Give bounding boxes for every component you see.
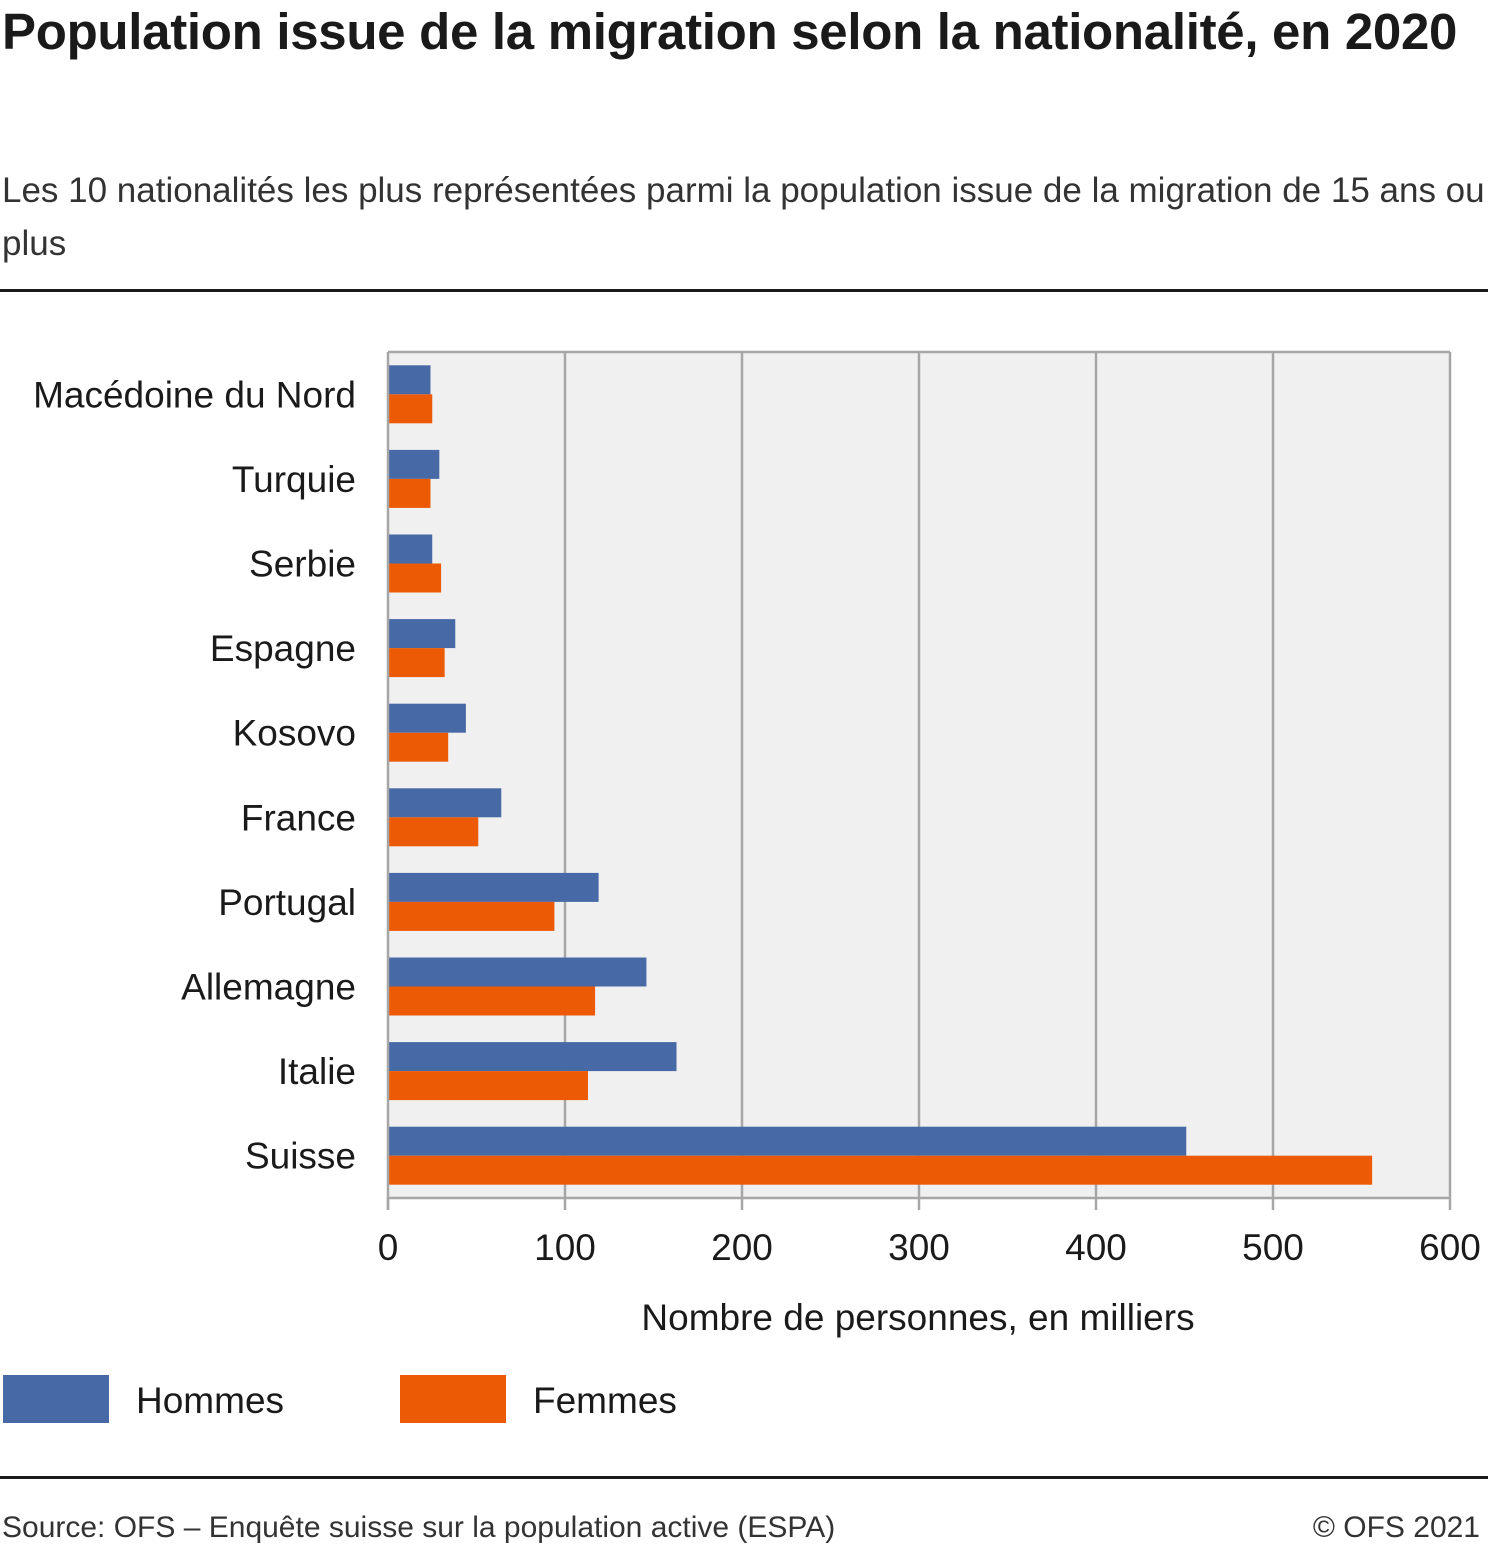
bar-femmes [388, 563, 442, 593]
category-label: Turquie [232, 459, 356, 500]
bar-femmes [388, 901, 555, 931]
bar-hommes [388, 449, 440, 479]
bar-femmes [388, 1155, 1373, 1185]
category-label: Macédoine du Nord [33, 374, 356, 415]
bar-hommes [388, 703, 466, 733]
bar-femmes [388, 1071, 589, 1101]
legend-label-femmes: Femmes [533, 1380, 677, 1421]
category-label: France [241, 797, 356, 838]
x-tick-label: 300 [888, 1227, 950, 1268]
bar-femmes [388, 648, 445, 678]
category-label: Kosovo [233, 713, 356, 754]
bar-femmes [388, 394, 433, 424]
category-label: Allemagne [181, 967, 356, 1008]
top-rule [0, 289, 1488, 292]
category-label: Serbie [249, 544, 356, 585]
bar-hommes [388, 619, 456, 649]
category-label: Suisse [245, 1136, 356, 1177]
bar-hommes [388, 1126, 1187, 1156]
category-label: Espagne [210, 628, 356, 669]
copyright-note: © OFS 2021 [1312, 1511, 1480, 1544]
bar-femmes [388, 817, 479, 847]
x-tick-label: 500 [1242, 1227, 1304, 1268]
bar-hommes [388, 872, 599, 902]
bottom-rule [0, 1476, 1488, 1479]
bar-hommes [388, 365, 431, 395]
bar-femmes [388, 732, 449, 762]
x-tick-label: 600 [1419, 1227, 1481, 1268]
bar-hommes [388, 788, 502, 818]
x-tick-label: 200 [711, 1227, 773, 1268]
legend-swatch-hommes [3, 1375, 109, 1423]
chart-subtitle: Les 10 nationalités les plus représentée… [2, 171, 1485, 263]
bar-chart: Macédoine du Nord Turquie Serbie Espagne Kos… [33, 350, 1481, 1338]
bar-hommes [388, 1042, 677, 1072]
bar-hommes [388, 957, 647, 987]
x-tick-label: 0 [378, 1227, 399, 1268]
x-tick-label: 400 [1065, 1227, 1127, 1268]
legend-swatch-femmes [400, 1375, 506, 1423]
legend-label-hommes: Hommes [136, 1380, 285, 1421]
category-label: Italie [278, 1051, 356, 1092]
x-axis-title: Nombre de personnes, en milliers [641, 1297, 1194, 1338]
bar-femmes [388, 986, 596, 1016]
source-note: Source: OFS – Enquête suisse sur la popu… [2, 1511, 836, 1544]
chart-title: Population issue de la migration selon l… [2, 3, 1458, 60]
x-tick-label: 100 [534, 1227, 596, 1268]
bar-hommes [388, 534, 433, 564]
bar-femmes [388, 478, 431, 508]
category-label: Portugal [218, 882, 356, 923]
